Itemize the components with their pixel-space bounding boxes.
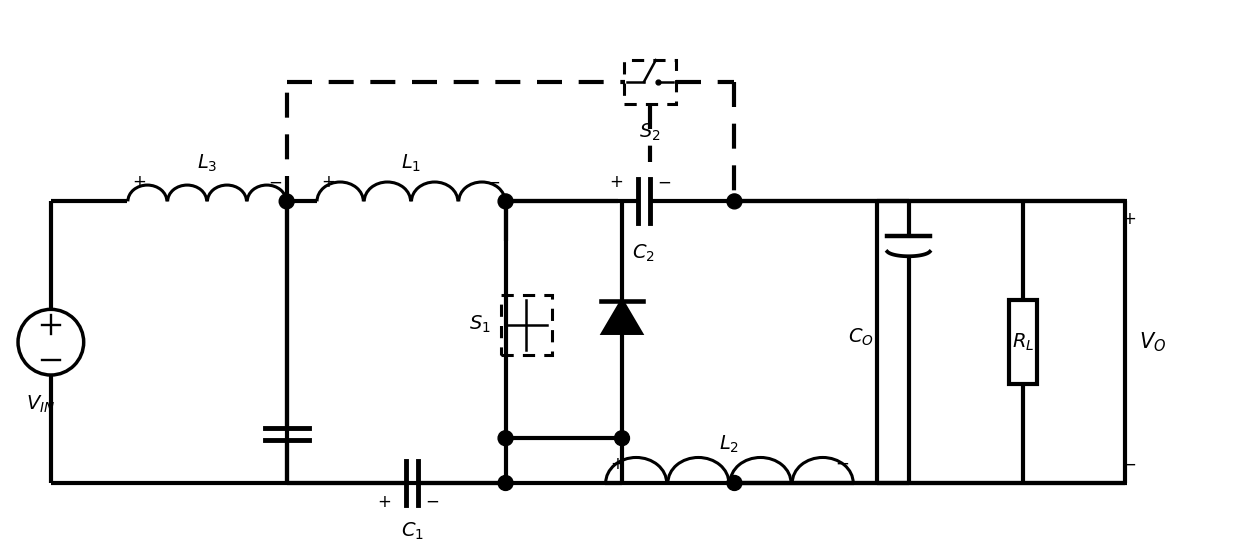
Text: +: + xyxy=(321,173,335,191)
Text: −: − xyxy=(657,173,671,191)
Text: $V_O$: $V_O$ xyxy=(1140,330,1167,354)
Text: −: − xyxy=(1122,456,1136,474)
Text: +: + xyxy=(1122,210,1136,229)
Text: $C_1$: $C_1$ xyxy=(401,521,424,542)
Circle shape xyxy=(498,475,513,490)
Text: +: + xyxy=(609,173,622,191)
Text: +: + xyxy=(133,173,146,191)
Text: −: − xyxy=(835,455,849,473)
Bar xyxy=(1009,300,1037,384)
Text: $C_2$: $C_2$ xyxy=(632,243,655,265)
Text: +: + xyxy=(377,493,391,511)
Text: $L_1$: $L_1$ xyxy=(401,152,422,173)
Text: $L_2$: $L_2$ xyxy=(719,434,739,455)
Text: −: − xyxy=(487,173,501,191)
Circle shape xyxy=(727,194,742,209)
Circle shape xyxy=(498,431,513,446)
Text: −: − xyxy=(425,493,439,511)
Text: $S_2$: $S_2$ xyxy=(639,122,661,143)
Circle shape xyxy=(498,194,513,209)
Text: $L_3$: $L_3$ xyxy=(197,152,217,173)
Text: $S_1$: $S_1$ xyxy=(469,314,491,335)
Text: +: + xyxy=(610,455,624,473)
Text: $V_{IN}$: $V_{IN}$ xyxy=(26,394,56,415)
Text: $R_L$: $R_L$ xyxy=(1012,331,1034,353)
Circle shape xyxy=(727,475,742,490)
Circle shape xyxy=(279,194,294,209)
Text: −: − xyxy=(268,173,281,191)
Circle shape xyxy=(615,431,630,446)
Text: $C_O$: $C_O$ xyxy=(848,326,874,348)
Polygon shape xyxy=(603,301,641,333)
